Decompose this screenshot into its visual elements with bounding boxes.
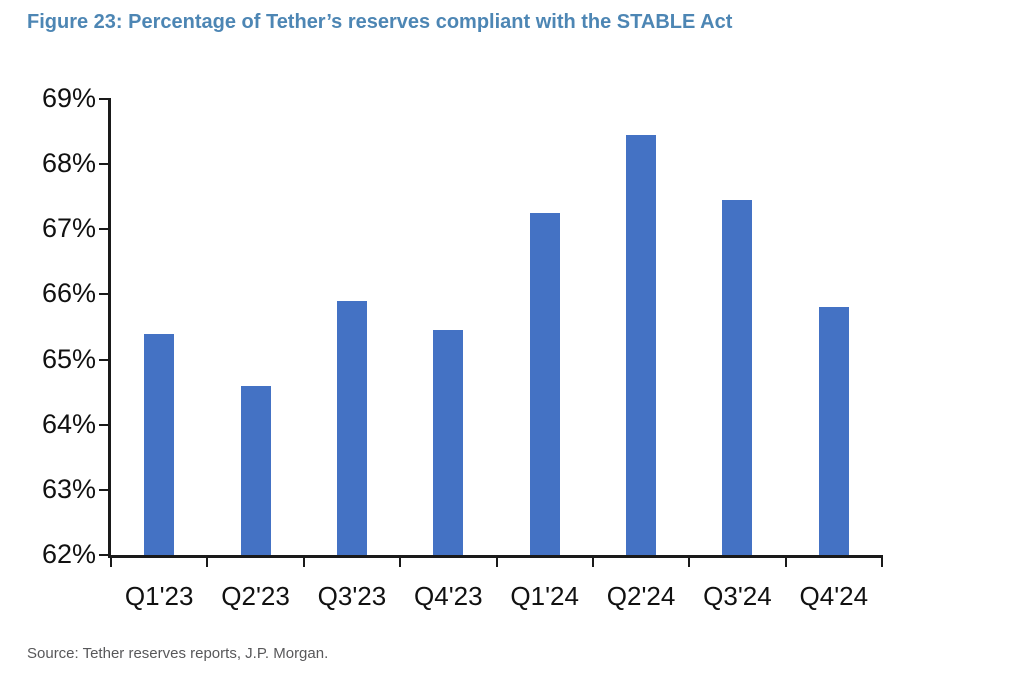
y-axis-tick-label: 63% <box>41 473 96 504</box>
y-axis-tick-label: 66% <box>41 278 96 309</box>
bar-chart: 62% 63% 64% 65% 66% 67% 68% 69% Q1'23 Q2'23 Q3'23 Q… <box>42 83 883 611</box>
x-axis-tick <box>110 555 112 567</box>
x-axis-tick <box>881 555 883 567</box>
bar <box>818 307 849 555</box>
source-note: Source: Tether reserves reports, J.P. Mo… <box>27 645 329 662</box>
x-axis-tick <box>784 555 787 567</box>
x-axis-tick <box>591 555 594 567</box>
x-axis-tick-label: Q4'24 <box>799 581 869 611</box>
bar <box>529 213 560 555</box>
y-axis-tick-label: 65% <box>41 343 96 374</box>
y-axis-tick <box>99 293 111 296</box>
y-axis-tick-label: 69% <box>41 83 96 113</box>
bar <box>336 300 367 555</box>
y-axis-tick <box>99 358 111 361</box>
bar <box>240 385 271 555</box>
x-axis-tick <box>688 555 691 567</box>
y-axis-tick <box>99 98 111 100</box>
y-axis-tick-label: 62% <box>41 539 96 569</box>
y-axis-tick-label: 68% <box>41 148 96 179</box>
y-axis-tick <box>99 163 111 166</box>
figure-title: Figure 23: Percentage of Tether’s reserv… <box>27 11 733 33</box>
bar <box>626 134 657 555</box>
x-axis-tick <box>495 555 498 567</box>
bar <box>722 199 753 555</box>
x-axis-tick <box>399 555 402 567</box>
y-axis-tick <box>99 554 111 556</box>
y-axis-tick <box>99 488 111 491</box>
plot-area: 62% 63% 64% 65% 66% 67% 68% 69% Q1'23 Q2'23 Q3'23 Q… <box>42 83 883 611</box>
x-axis-tick-label: Q3'23 <box>317 581 387 611</box>
x-axis-tick-label: Q3'24 <box>703 581 772 611</box>
bar <box>433 330 464 555</box>
x-axis-tick-label: Q4'23 <box>414 581 483 611</box>
bar <box>144 333 175 555</box>
x-axis-tick <box>206 555 209 567</box>
x-axis-tick-label: Q2'23 <box>221 581 290 611</box>
y-axis-tick-label: 64% <box>41 408 96 439</box>
x-axis-tick-label: Q2'24 <box>606 581 676 611</box>
y-axis-tick <box>99 228 111 231</box>
x-axis-tick-label: Q1'23 <box>124 581 194 611</box>
x-axis-tick-label: Q1'24 <box>510 581 579 611</box>
y-axis-tick <box>99 423 111 426</box>
x-axis-tick <box>302 555 305 567</box>
y-axis-tick-label: 67% <box>41 213 96 244</box>
